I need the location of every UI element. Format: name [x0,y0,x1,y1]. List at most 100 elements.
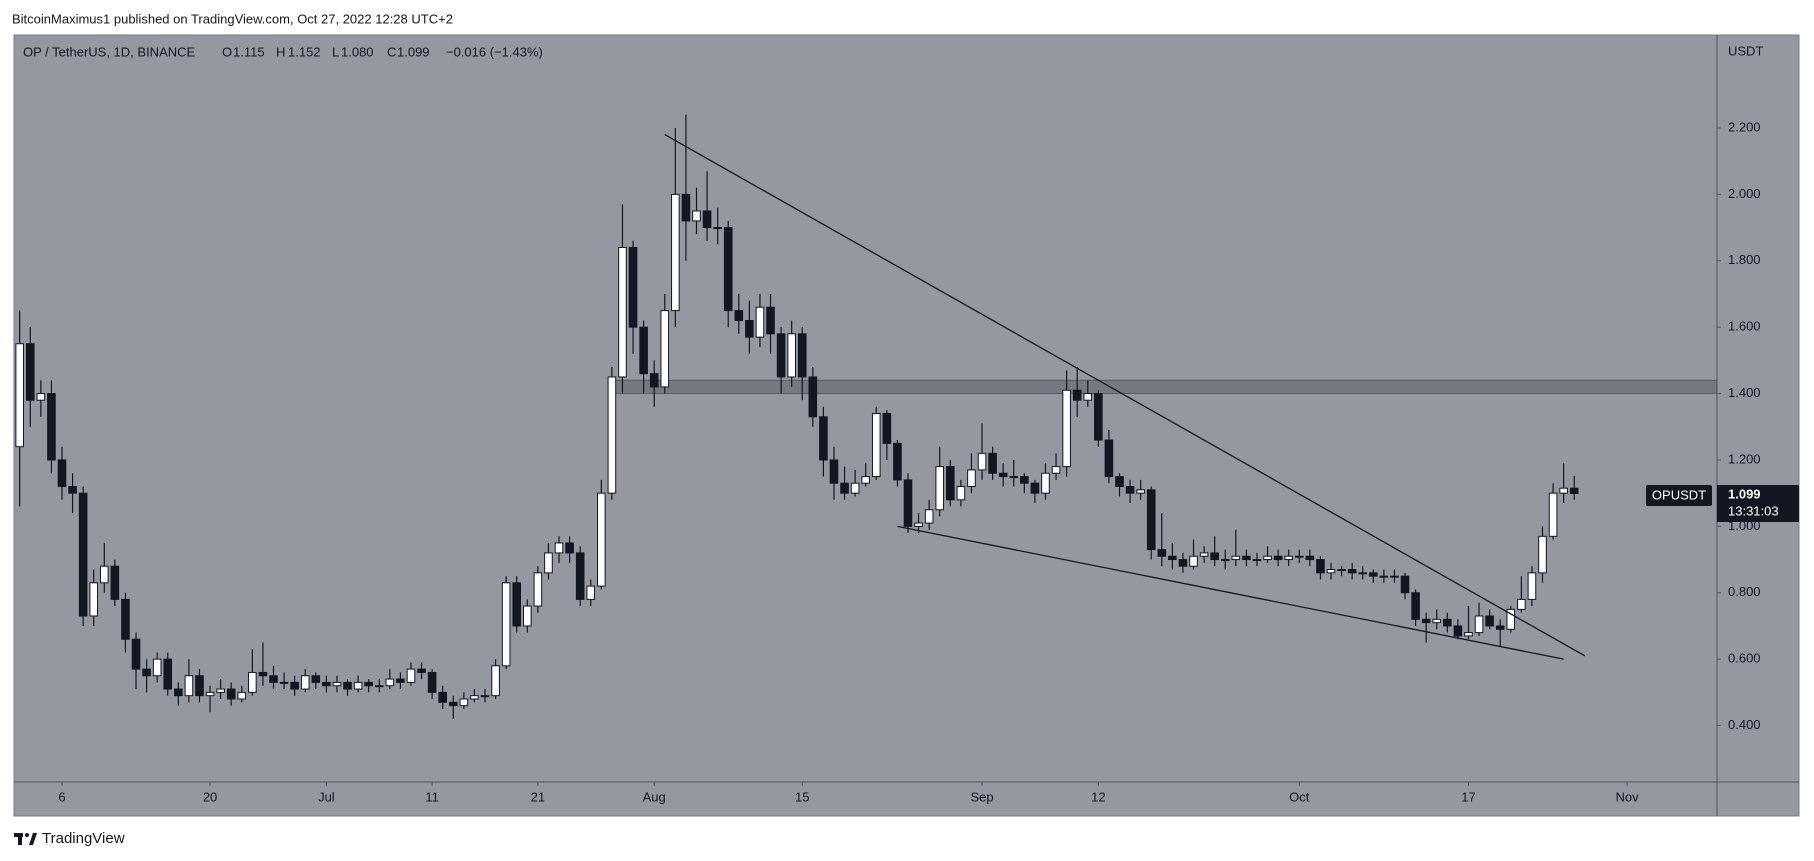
y-tick-label: 0.600 [1728,651,1761,666]
candle-body [1189,555,1198,567]
candle-body [998,472,1008,478]
candle-body [692,210,701,222]
candle-body [184,675,194,697]
candle-body [121,598,130,640]
candle-body [702,210,712,229]
candle-body [671,193,680,312]
candle-body [787,333,796,378]
candle-body [1231,555,1241,561]
candle-body [1569,487,1579,494]
readout-value: 1.099 [397,44,430,59]
candle-body [914,522,923,527]
x-tick-label: 20 [203,789,217,804]
candle-body [1464,632,1473,637]
y-tick-label: 1.400 [1728,385,1761,400]
candle-body [1390,575,1399,578]
x-tick-label: Nov [1616,789,1640,804]
candle-body [332,681,342,687]
candle-body [152,658,162,677]
published-line: BitcoinMaximus1 published on TradingView… [12,11,453,26]
candle-body [745,320,754,338]
readout-value: 1.115 [233,44,265,59]
candle-body [427,671,437,693]
x-tick-label: 15 [795,789,809,804]
candle-body [1453,625,1463,637]
candle-body [607,376,617,494]
candle-body [988,452,997,474]
candle-body [57,459,67,488]
candle-body [755,306,765,338]
candle-body [448,701,458,707]
candle-body [808,376,818,418]
candle-body [924,509,934,524]
candle-body [279,681,289,684]
candle-body [417,668,426,673]
candle-body [956,486,966,501]
candle-body [311,675,321,683]
candle-body [1432,618,1442,624]
candle-body [1559,487,1568,494]
x-tick-label: 11 [425,789,439,804]
y-tick-label: 1.800 [1728,252,1761,267]
price-tag [1717,485,1799,522]
candle-body [1400,575,1410,594]
candle-body [396,678,405,683]
candle-body [1220,559,1230,562]
y-tick-label: 0.400 [1728,717,1761,732]
candle-body [713,227,722,230]
candle-body [1316,559,1325,574]
x-tick-label: 12 [1091,789,1105,804]
candle-body [649,373,659,388]
candle-body [1030,482,1040,494]
candle-body [797,333,807,378]
candle-body [1104,439,1114,478]
candle-body [237,691,247,700]
candle-body [1411,592,1420,620]
candle-body [967,469,976,488]
candle-body [1421,618,1431,624]
readout-prefix: H [276,44,285,59]
candle-body [935,466,945,511]
candle-body [903,479,913,527]
candle-body [1168,555,1177,561]
candle-body [68,486,77,494]
candle-body [734,310,744,322]
candle-body [25,343,35,401]
y-tick-label: 1.600 [1728,319,1761,334]
candle-body [1252,559,1262,562]
candle-body [248,671,257,693]
countdown: 13:31:03 [1728,503,1779,518]
candle-body [1210,552,1219,561]
candle-body [1199,552,1209,557]
candle-body [374,685,384,688]
x-tick-label: 6 [58,789,65,804]
candle-body [1115,476,1124,488]
candle-body [174,688,183,697]
brand-logo [14,833,37,845]
trendline [664,134,1586,657]
candle-body [618,246,627,378]
candle-body [1538,535,1547,574]
candle-body [501,582,511,667]
candle-body [1369,572,1378,577]
candle-body [533,572,543,607]
candle-body [776,333,786,378]
candle-body [438,691,447,703]
candle-body [480,695,490,698]
candle-body [258,671,268,677]
candle-body [628,246,638,328]
candle-body [723,227,733,312]
candle-body [15,343,24,448]
x-tick-label: Jul [318,789,335,804]
candle-body [78,492,88,617]
candle-body [1263,555,1272,561]
candle-body [512,582,522,627]
candle-body [226,688,236,700]
candle-body [131,638,141,670]
candle-body [89,582,99,617]
candle-body [766,306,775,335]
candle-body [1273,555,1283,561]
candle-body [554,542,564,554]
candle-body [1305,555,1315,561]
